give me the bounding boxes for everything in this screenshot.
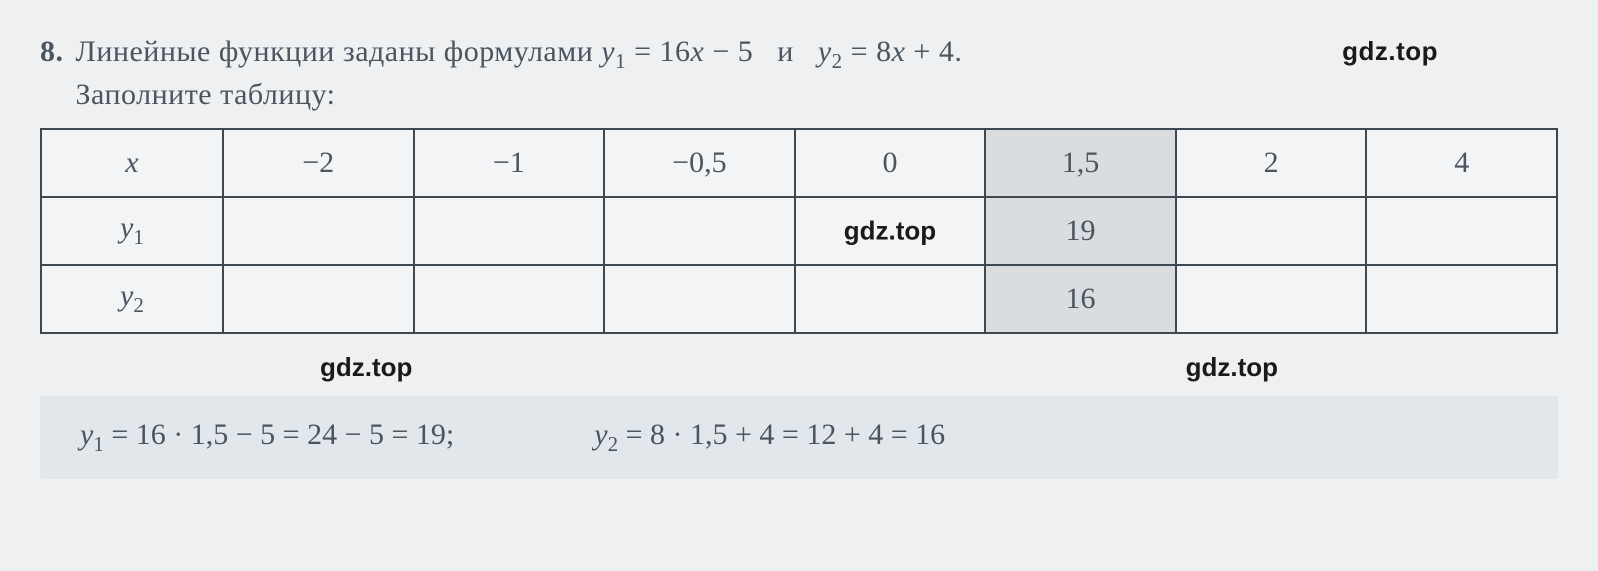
w2-rest: = 8 · 1,5 + 4 = 12 + 4 = 16 [618, 418, 945, 451]
watermark-below-right: gdz.top [1186, 352, 1278, 383]
line2: Заполните таблицу: [76, 78, 336, 111]
data-table: x −2 −1 −0,5 0 1,5 2 4 y1 gdz.top 19 y2 … [40, 128, 1558, 334]
y2-sub: 2 [133, 293, 144, 317]
x-5: 2 [1176, 129, 1367, 197]
w2-sub: 2 [608, 432, 619, 456]
y2-0 [223, 265, 414, 333]
watermark-top: gdz.top [1342, 34, 1438, 69]
eq1-tail: − 5 [704, 35, 753, 68]
y1-5 [1176, 197, 1367, 265]
y2-6 [1366, 265, 1557, 333]
watermark-below-left: gdz.top [320, 352, 412, 383]
y1-3: gdz.top [795, 197, 986, 265]
y1-4: 19 [985, 197, 1176, 265]
text-pre: Линейные функции заданы формулами [76, 35, 602, 68]
eq1-eq: = 16 [626, 35, 690, 68]
problem-number: 8. [40, 32, 64, 116]
y1-1 [414, 197, 605, 265]
row-x-label: x [41, 129, 223, 197]
worked-box: y1 = 16 · 1,5 − 5 = 24 − 5 = 19; y2 = 8 … [40, 396, 1558, 479]
eq2-sub: 2 [832, 49, 843, 73]
eq2-x: x [892, 35, 906, 68]
y1-6 [1366, 197, 1557, 265]
y1-0 [223, 197, 414, 265]
x-6: 4 [1366, 129, 1557, 197]
y2-4: 16 [985, 265, 1176, 333]
worked-eq2: y2 = 8 · 1,5 + 4 = 12 + 4 = 16 [594, 418, 945, 457]
x-label: x [125, 146, 138, 179]
w1-sub: 1 [93, 432, 104, 456]
row-x: x −2 −1 −0,5 0 1,5 2 4 [41, 129, 1557, 197]
problem-text: Линейные функции заданы формулами y1 = 1… [76, 32, 1559, 116]
below-watermarks: gdz.top gdz.top [40, 352, 1558, 386]
x-4: 1,5 [985, 129, 1176, 197]
x-1: −1 [414, 129, 605, 197]
w2-y: y [594, 418, 607, 451]
row-y1: y1 gdz.top 19 [41, 197, 1557, 265]
y2-y: y [120, 279, 133, 312]
x-0: −2 [223, 129, 414, 197]
y2-2 [604, 265, 795, 333]
eq1-y: y [601, 35, 615, 68]
y1-y: y [120, 211, 133, 244]
x-2: −0,5 [604, 129, 795, 197]
eq2-eq: = 8 [843, 35, 892, 68]
row-y2-label: y2 [41, 265, 223, 333]
row-y2: y2 16 [41, 265, 1557, 333]
conj: и [777, 35, 794, 68]
eq1-sub: 1 [615, 49, 626, 73]
y1-2 [604, 197, 795, 265]
y2-1 [414, 265, 605, 333]
y1-sub: 1 [133, 225, 144, 249]
worked-eq1: y1 = 16 · 1,5 − 5 = 24 − 5 = 19; [80, 418, 454, 457]
eq1-x: x [691, 35, 705, 68]
y2-3 [795, 265, 986, 333]
y2-5 [1176, 265, 1367, 333]
row-y1-label: y1 [41, 197, 223, 265]
eq2-tail: + 4. [905, 35, 962, 68]
w1-rest: = 16 · 1,5 − 5 = 24 − 5 = 19; [104, 418, 454, 451]
watermark-table: gdz.top [844, 215, 936, 246]
w1-y: y [80, 418, 93, 451]
x-3: 0 [795, 129, 986, 197]
eq2-y: y [818, 35, 832, 68]
problem-statement: 8. Линейные функции заданы формулами y1 … [40, 32, 1558, 116]
